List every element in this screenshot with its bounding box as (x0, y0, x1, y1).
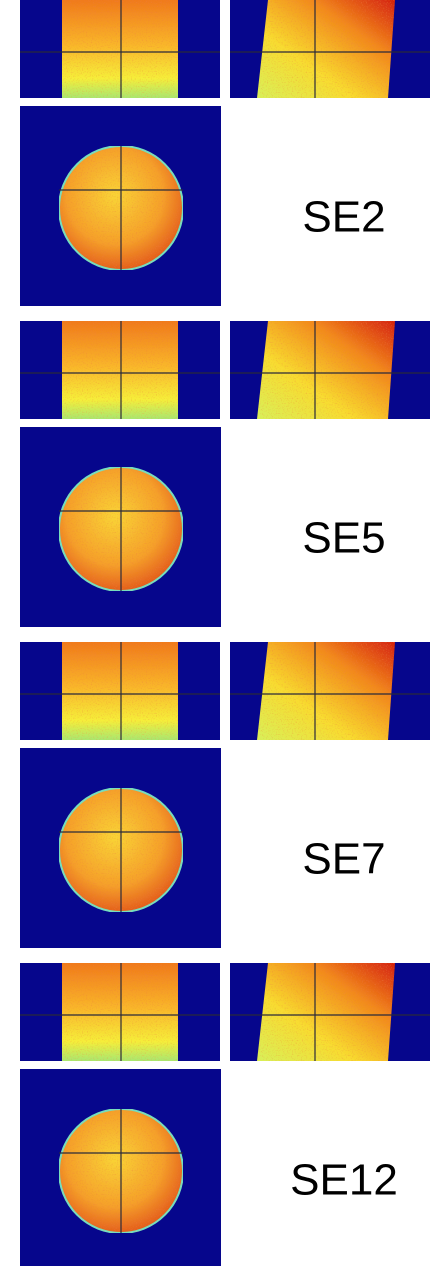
panel-group: SE7 (20, 642, 430, 948)
panel-label: SE2 (302, 193, 385, 242)
dose-field (62, 321, 178, 419)
dose-field (257, 642, 395, 740)
panel-group: SE12 (20, 963, 430, 1266)
panel-label: SE5 (302, 514, 385, 563)
panels: SE2 SE5 SE7 SE12 (20, 0, 430, 1266)
figure: SE2 SE5 SE7 SE12 (0, 0, 439, 1266)
panel-label: SE12 (290, 1156, 398, 1205)
dose-field (62, 963, 178, 1061)
dose-field (257, 0, 395, 98)
panel-group: SE2 (20, 0, 430, 306)
dose-field (62, 0, 178, 98)
dose-field (257, 963, 395, 1061)
dose-field (62, 642, 178, 740)
panel-group: SE5 (20, 321, 430, 627)
dose-field (257, 321, 395, 419)
panel-label: SE7 (302, 835, 385, 884)
